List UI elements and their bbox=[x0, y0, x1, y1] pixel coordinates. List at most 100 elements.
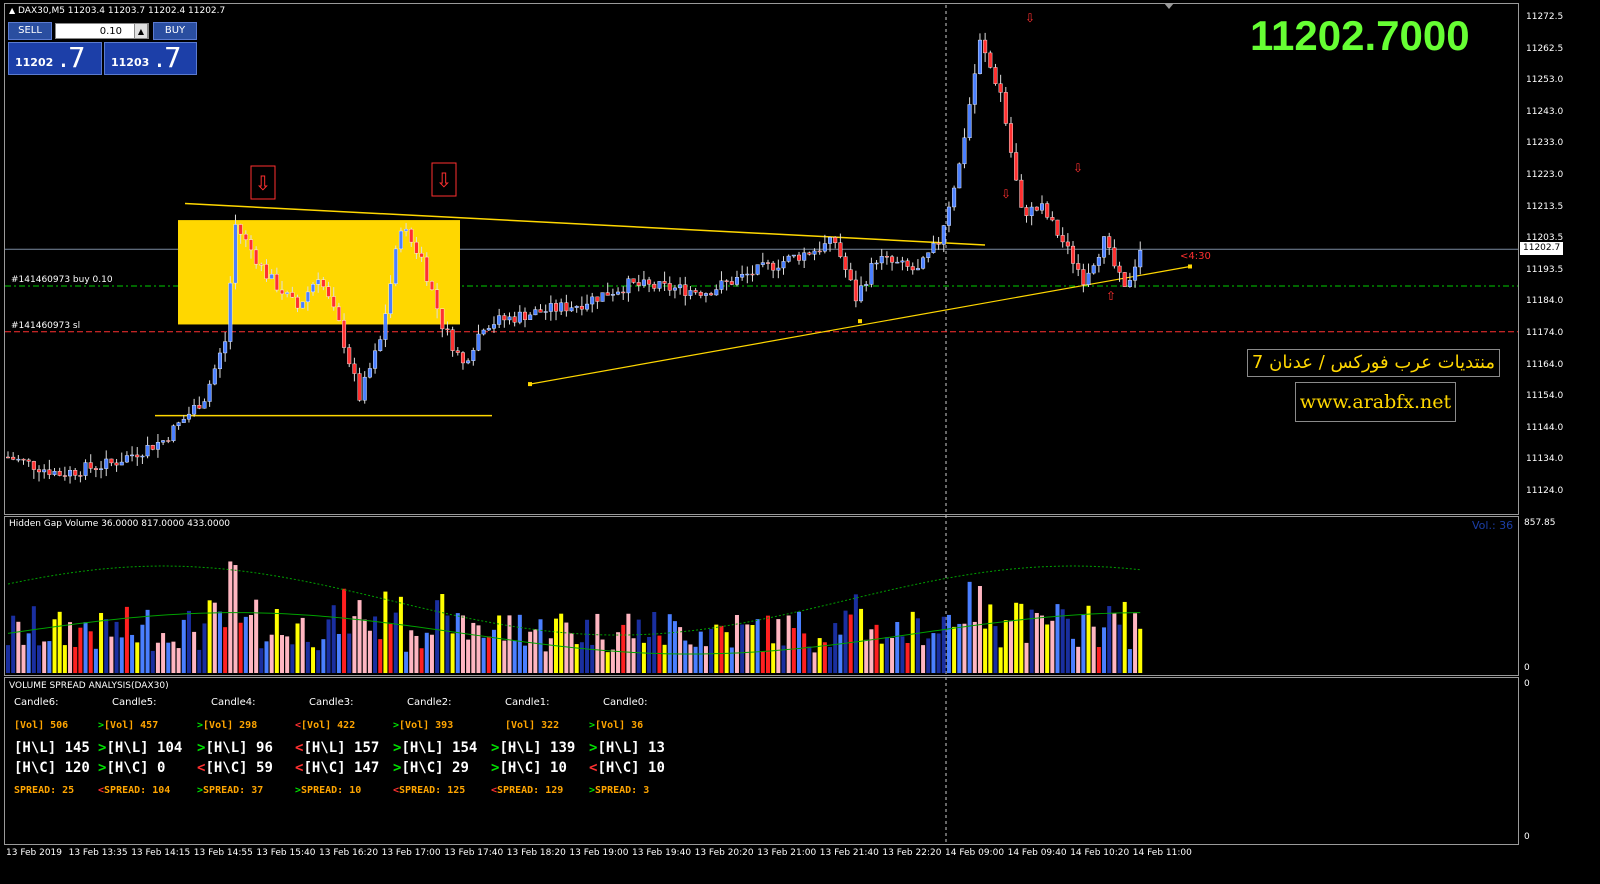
vsa-value: SPREAD: 3 bbox=[595, 785, 650, 796]
buy-price-button[interactable]: 11203 .7 bbox=[104, 41, 197, 75]
candle-body bbox=[647, 279, 652, 285]
candle-body bbox=[186, 413, 191, 420]
volume-bar bbox=[1122, 601, 1127, 673]
vsa-value: [H\L] 157 bbox=[303, 740, 380, 756]
candle-body bbox=[181, 418, 186, 423]
buy-button[interactable]: BUY bbox=[153, 22, 197, 40]
lot-increase-button[interactable]: ▲ bbox=[134, 23, 148, 39]
sell-arrow-icon: ⇩ bbox=[1073, 161, 1083, 175]
volume-bar bbox=[998, 647, 1003, 673]
volume-bar bbox=[926, 638, 931, 673]
volume-bar bbox=[202, 623, 207, 673]
volume-bar bbox=[828, 647, 833, 673]
volume-bar bbox=[1112, 613, 1117, 673]
vsa-cell: >[H\L] 13 bbox=[589, 740, 665, 756]
volume-bar bbox=[941, 616, 946, 673]
volume-bar bbox=[155, 642, 160, 673]
vsa-value: [H\L] 13 bbox=[597, 740, 665, 756]
volume-bar bbox=[429, 634, 434, 673]
candle-body bbox=[57, 471, 62, 476]
volume-bar bbox=[62, 645, 67, 673]
vsa-value: [Vol] 36 bbox=[595, 720, 644, 731]
buy-order-label[interactable]: #141460973 buy 0.10 bbox=[11, 275, 113, 285]
candle-body bbox=[217, 352, 222, 370]
time-axis-label: 13 Feb 14:15 bbox=[131, 848, 191, 858]
vsa-value: [H\L] 104 bbox=[106, 740, 183, 756]
candle-body bbox=[828, 237, 833, 244]
candle-body bbox=[812, 250, 817, 255]
volume-bar bbox=[476, 625, 481, 673]
candle-body bbox=[517, 311, 522, 323]
candle-body bbox=[807, 252, 812, 255]
time-axis-label: 13 Feb 21:00 bbox=[757, 848, 817, 858]
vsa-value: SPREAD: 10 bbox=[301, 785, 362, 796]
volume-bar bbox=[352, 616, 357, 673]
sell-price-button[interactable]: 11202 .7 bbox=[8, 41, 102, 75]
volume-bar bbox=[414, 635, 419, 673]
vsa-cell: >[H\C] 29 bbox=[393, 760, 469, 776]
volume-bar bbox=[1117, 624, 1122, 673]
sl-order-label[interactable]: #141460973 sl bbox=[11, 321, 81, 331]
volume-bar bbox=[73, 646, 78, 673]
watermark-url: www.arabfx.net bbox=[1295, 382, 1456, 422]
candle-body bbox=[688, 290, 693, 296]
volume-bar bbox=[812, 652, 817, 673]
vsa-cell: <[H\C] 59 bbox=[197, 760, 273, 776]
candle-body bbox=[864, 284, 869, 286]
candle-body bbox=[37, 469, 42, 473]
vsa-panel-frame[interactable] bbox=[4, 677, 1519, 845]
lot-size-input[interactable]: 0.10 bbox=[55, 23, 149, 39]
volume-bar bbox=[502, 640, 507, 673]
vsa-cell: >[Vol] 393 bbox=[393, 720, 453, 731]
volume-bar bbox=[993, 626, 998, 673]
candle-body bbox=[703, 293, 708, 296]
volume-bar bbox=[440, 594, 445, 673]
volume-bar bbox=[760, 651, 765, 673]
candle-body bbox=[150, 445, 155, 450]
price-axis-label: 11154.0 bbox=[1526, 391, 1564, 402]
volume-bar bbox=[1081, 614, 1086, 673]
vsa-value: [H\L] 96 bbox=[205, 740, 273, 756]
candle-body bbox=[791, 254, 796, 257]
candle-body bbox=[316, 279, 321, 285]
time-axis-label: 13 Feb 14:55 bbox=[193, 848, 253, 858]
chart-menu-icon[interactable]: ▲ bbox=[9, 6, 16, 15]
price-axis-label: 11243.0 bbox=[1526, 106, 1564, 117]
candle-body bbox=[238, 224, 243, 235]
vsa-cell: [H\L] 145 bbox=[14, 740, 90, 756]
vsa-value: [H\L] 139 bbox=[499, 740, 576, 756]
candle-body bbox=[104, 458, 109, 469]
time-axis-label: 13 Feb 17:40 bbox=[444, 848, 504, 858]
vsa-arrow-icon: > bbox=[589, 785, 596, 796]
volume-bar bbox=[724, 632, 729, 673]
volume-bar bbox=[977, 586, 982, 673]
main-chart-frame[interactable] bbox=[4, 3, 1519, 515]
chart-header: ▲ DAX30,M5 11203.4 11203.7 11202.4 11202… bbox=[9, 6, 226, 16]
volume-bar bbox=[952, 626, 957, 673]
candle-body bbox=[450, 329, 455, 351]
volume-bar bbox=[843, 610, 848, 673]
volume-bar bbox=[228, 561, 233, 673]
candle-body bbox=[574, 305, 579, 308]
price-axis-label: 11272.5 bbox=[1526, 12, 1564, 22]
candle-body bbox=[342, 320, 347, 348]
candle-body bbox=[1096, 257, 1101, 266]
vsa-cell: >[H\C] 0 bbox=[98, 760, 165, 776]
volume-bar bbox=[848, 614, 853, 673]
volume-bar bbox=[393, 612, 398, 673]
volume-panel-frame[interactable] bbox=[4, 516, 1519, 676]
scroll-marker-icon[interactable] bbox=[1164, 3, 1174, 9]
candle-body bbox=[202, 401, 207, 409]
candle-body bbox=[585, 303, 590, 310]
candle-body bbox=[714, 289, 719, 296]
candle-body bbox=[83, 462, 88, 476]
volume-bar bbox=[455, 613, 460, 673]
candle-body bbox=[1060, 235, 1065, 243]
vsa-value: [Vol] 322 bbox=[505, 720, 560, 731]
volume-bar bbox=[248, 614, 253, 673]
sell-button[interactable]: SELL bbox=[8, 22, 52, 40]
candle-body bbox=[352, 363, 357, 374]
vsa-arrow-icon: > bbox=[393, 760, 402, 776]
candle-body bbox=[11, 456, 16, 460]
